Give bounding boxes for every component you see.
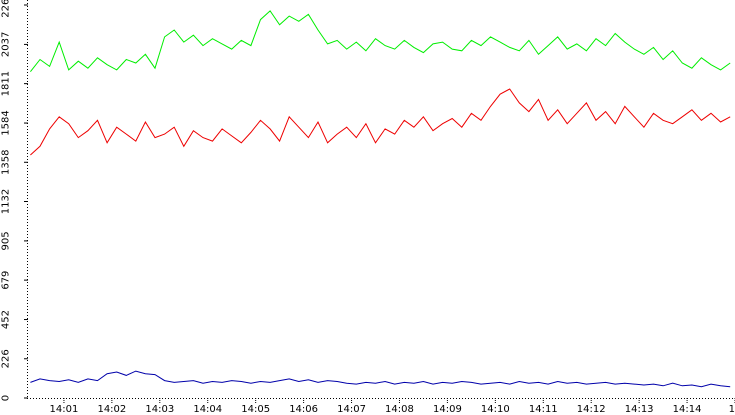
x-tick-label: 14:05 — [241, 404, 270, 415]
y-tick-label: 226 — [0, 349, 11, 368]
x-tick-label: 14:12 — [577, 404, 606, 415]
y-tick-label: 1358 — [0, 150, 11, 175]
y-tick-label: 452 — [0, 310, 11, 329]
x-tick-label: 14:09 — [433, 404, 462, 415]
x-tick-label: 14:06 — [289, 404, 318, 415]
y-tick-label: 1584 — [0, 110, 11, 135]
x-tick-label: 14:01 — [50, 404, 79, 415]
series-line — [30, 10, 731, 73]
x-tick-label: 14:11 — [529, 404, 558, 415]
x-tick-label: 14:04 — [193, 404, 222, 415]
x-tick-label: 14:02 — [97, 404, 126, 415]
y-tick-label: 905 — [0, 231, 11, 250]
x-tick-label: 14:03 — [145, 404, 174, 415]
y-tick-label: 2264 — [0, 0, 11, 18]
y-tick-label: 2037 — [0, 32, 11, 57]
y-tick-label: 0 — [0, 395, 11, 401]
x-tick-label: 14:08 — [385, 404, 414, 415]
x-tick-label: 14:14 — [673, 404, 702, 415]
x-tick-label: 14:07 — [337, 404, 366, 415]
y-tick-label: 679 — [0, 271, 11, 290]
x-tick-label: 14:13 — [625, 404, 654, 415]
x-tick-label: 14:10 — [481, 404, 510, 415]
series-line — [30, 370, 731, 388]
x-tick-label: 14 — [729, 404, 735, 415]
y-tick-label: 1811 — [0, 71, 11, 96]
series-line — [30, 88, 731, 156]
y-tick-label: 1132 — [0, 189, 11, 214]
